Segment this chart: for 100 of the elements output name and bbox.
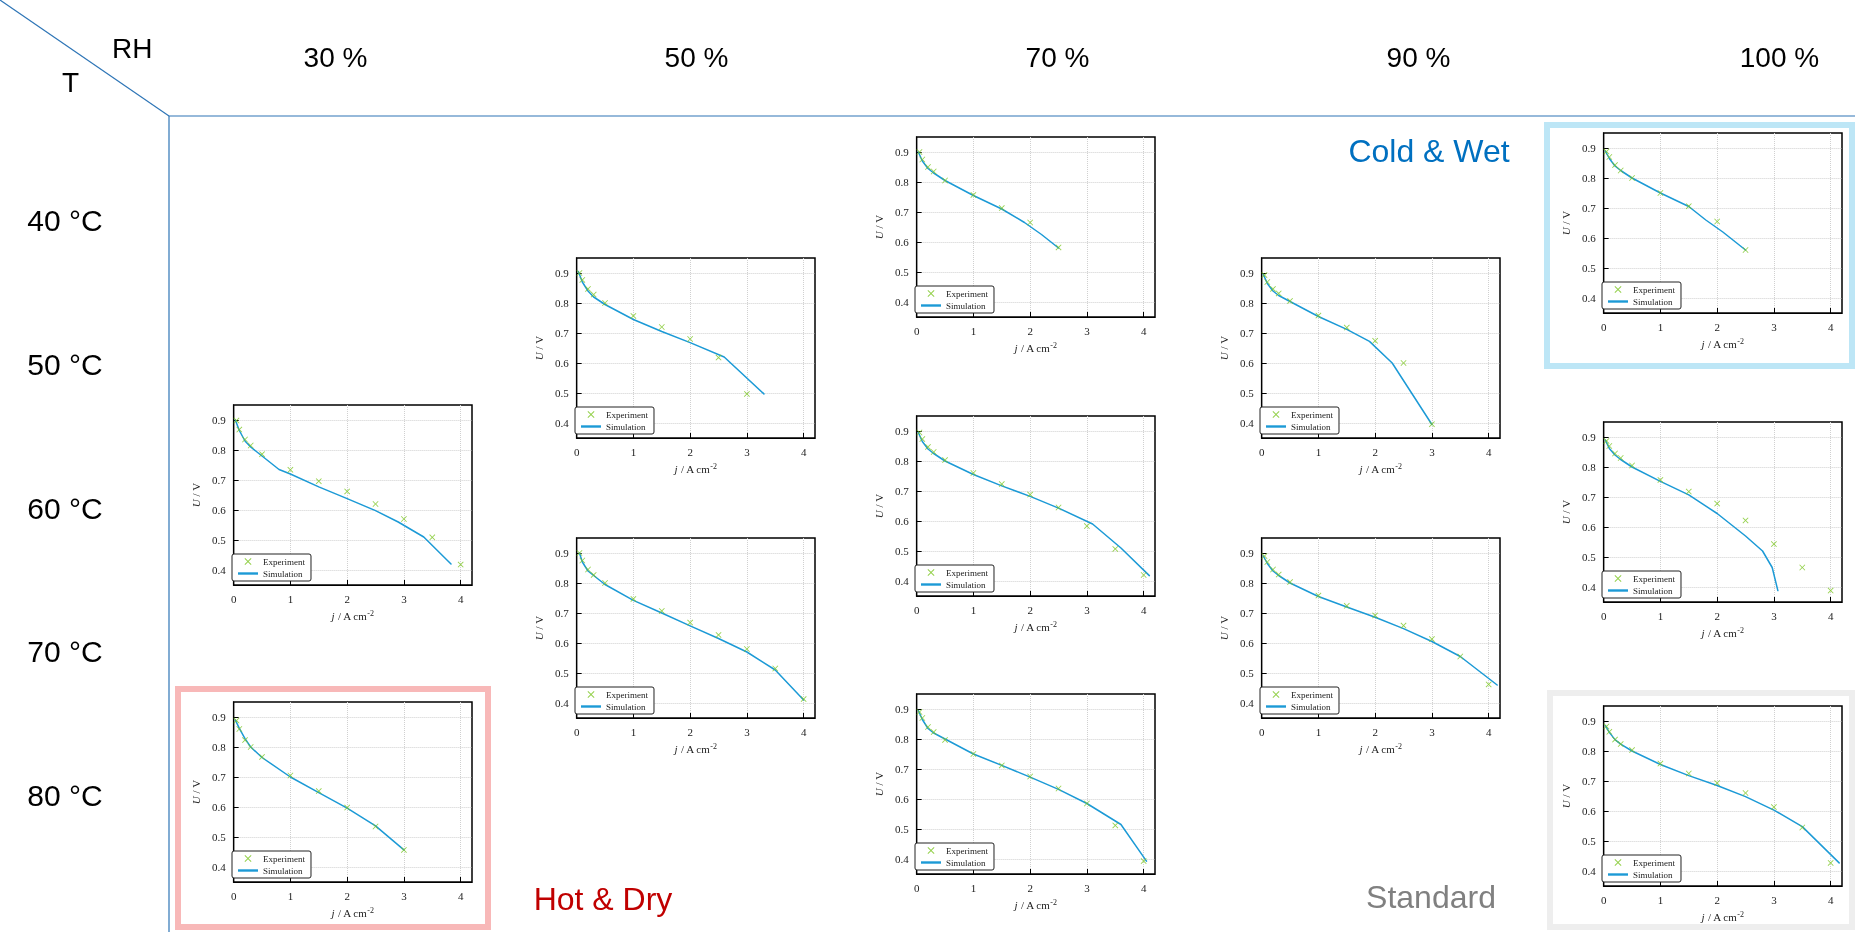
x-tick-label: 3: [1771, 320, 1778, 333]
y-tick-label: 40 °C: [27, 204, 103, 238]
x-tick-label: 50 %: [664, 41, 729, 73]
y-tick-label: 0.6: [211, 801, 227, 813]
point: [1264, 279, 1271, 285]
y-tick-label: 0.7: [894, 763, 910, 775]
x-tick-label: 0: [1600, 893, 1607, 906]
x-tick-label: 3: [744, 445, 751, 458]
y-tick-label: 0.8: [554, 297, 570, 309]
point: [1714, 780, 1721, 787]
point: [1027, 491, 1034, 498]
point: [658, 324, 665, 330]
legend-label: Experiment: [946, 567, 989, 578]
y-tick-label: 0.5: [1239, 387, 1255, 399]
annotation: Standard: [1366, 878, 1496, 916]
point: [1270, 285, 1276, 292]
x-tick-label: 0: [573, 725, 580, 738]
point: [970, 191, 977, 198]
x-tick-label: 1: [970, 324, 977, 337]
point: [315, 788, 322, 795]
y-tick-label: 0.7: [1239, 607, 1255, 619]
x-tick-label: 3: [401, 889, 408, 902]
point: [1428, 421, 1435, 428]
x-tick-label: 4: [1140, 324, 1147, 337]
y-tick-label: 0.9: [1239, 547, 1255, 559]
point: [743, 646, 750, 652]
point: [1343, 602, 1350, 609]
y-tick-label: 0.4: [1581, 865, 1597, 877]
point: [1629, 175, 1636, 181]
x-tick-label: 2: [687, 725, 693, 738]
y-tick-label: 0.5: [1581, 551, 1597, 563]
y-tick-label: 0.7: [554, 607, 570, 619]
x-tick-label: 2: [1714, 320, 1720, 333]
line-series: [917, 431, 1151, 577]
y-axis-title: U / V: [189, 779, 202, 805]
x-tick-label: 4: [1827, 320, 1834, 333]
y-tick-label: 0.5: [554, 387, 570, 399]
x-tick-label: 4: [1827, 893, 1834, 906]
y-tick-label: 0.4: [211, 861, 227, 873]
point: [344, 804, 351, 811]
point: [1629, 747, 1636, 754]
line-series: [578, 552, 805, 701]
x-tick-label: 4: [1485, 725, 1492, 738]
point: [1372, 612, 1379, 619]
x-tick-label: 0: [1258, 725, 1265, 738]
point: [1287, 579, 1294, 586]
y-tick-label: 60 °C: [27, 491, 103, 525]
point: [919, 715, 926, 721]
legend-label: Experiment: [263, 853, 306, 864]
point: [998, 205, 1005, 212]
x-tick-label: 0: [1600, 609, 1607, 622]
point: [1140, 572, 1147, 578]
y-tick-label: 0.9: [1581, 142, 1597, 154]
point: [236, 726, 243, 732]
legend-label: Simulation: [1633, 296, 1673, 307]
y-tick-label: 0.7: [894, 485, 910, 497]
point: [1400, 360, 1407, 366]
y-tick-label: 0.5: [211, 534, 227, 546]
y-tick-label: 0.4: [1239, 417, 1255, 429]
y-tick-label: 0.5: [894, 545, 910, 557]
y-tick-label: 0.6: [554, 357, 570, 369]
point: [372, 501, 379, 507]
y-axis-title: U / V: [1217, 335, 1230, 361]
y-tick-label: 0.9: [1581, 715, 1597, 727]
y-tick-label: 0.9: [554, 547, 570, 559]
x-tick-label: 4: [457, 592, 464, 605]
x-tick-label: 1: [1657, 320, 1664, 333]
legend-label: Experiment: [263, 556, 306, 567]
y-tick-label: 0.4: [211, 564, 227, 576]
point: [1770, 541, 1777, 548]
y-tick-label: 0.6: [554, 637, 570, 649]
y-tick-label: 0.6: [1581, 805, 1597, 817]
point: [743, 390, 750, 397]
y-tick-label: 0.4: [1581, 292, 1597, 304]
x-tick-label: 3: [1429, 445, 1436, 458]
y-tick-label: 0.7: [1581, 491, 1597, 503]
y-tick-label: 0.9: [211, 711, 227, 723]
legend-label: Experiment: [946, 845, 989, 856]
x-tick-label: 0: [913, 324, 920, 337]
x-tick-label: 0: [1600, 320, 1607, 333]
legend-label: Experiment: [606, 409, 649, 420]
point: [429, 534, 436, 541]
point: [1714, 500, 1721, 507]
y-tick-label: 0.9: [894, 146, 910, 158]
x-tick-label: 2: [1027, 603, 1033, 616]
point: [970, 751, 977, 757]
y-tick-label: 0.7: [894, 206, 910, 218]
x-tick-label: 4: [1485, 445, 1492, 458]
point: [259, 753, 266, 760]
point: [400, 846, 407, 853]
y-tick-label: 0.8: [894, 733, 910, 745]
x-tick-label: 2: [1714, 893, 1720, 906]
point: [1606, 154, 1613, 160]
x-tick-label: 2: [687, 445, 693, 458]
x-tick-label: 1: [1657, 609, 1664, 622]
x-tick-label: 70 %: [1025, 41, 1090, 73]
point: [942, 457, 949, 464]
annotation: Cold & Wet: [1348, 132, 1510, 170]
point: [1617, 741, 1624, 748]
point: [590, 571, 597, 578]
